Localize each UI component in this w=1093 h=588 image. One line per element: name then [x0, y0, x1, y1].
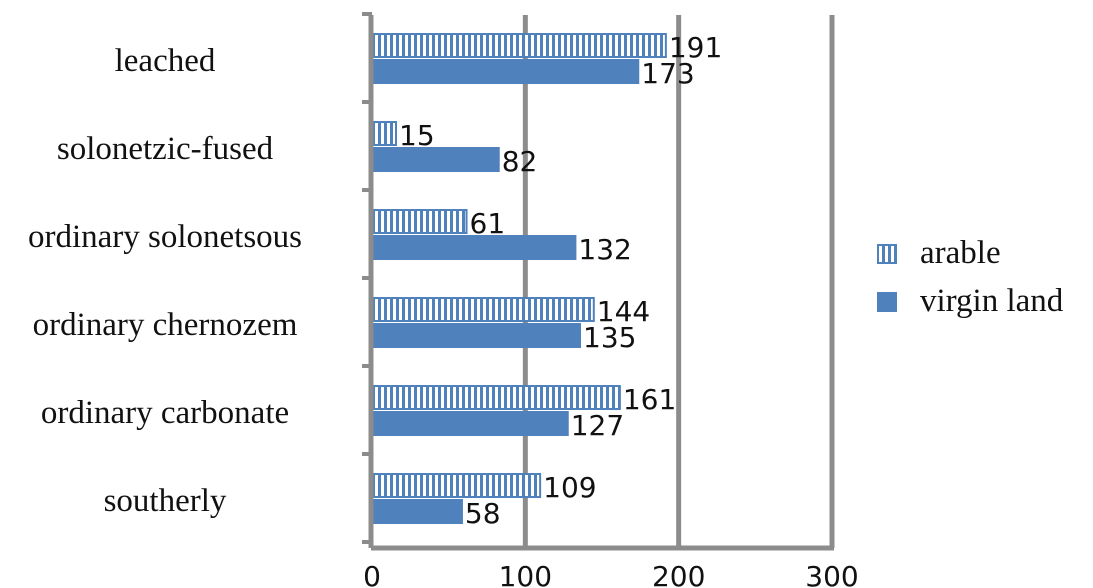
bar-arable — [372, 297, 595, 322]
category-label: leached — [115, 43, 216, 79]
data-label: 127 — [571, 409, 624, 442]
axes — [362, 12, 834, 551]
legend-label: arable — [920, 235, 1001, 271]
x-tick-label: 100 — [499, 560, 552, 588]
category-label: ordinary solonetsous — [28, 219, 302, 255]
data-label: 173 — [641, 57, 694, 90]
bar-virgin-land — [372, 499, 463, 524]
category-label: southerly — [104, 483, 227, 519]
bar-virgin-land — [372, 59, 640, 84]
bars — [372, 33, 667, 524]
category-label: ordinary chernozem — [33, 307, 298, 343]
data-label: 15 — [399, 119, 435, 152]
bar-virgin-land — [372, 147, 500, 172]
data-label: 109 — [543, 471, 596, 504]
legend: arable virgin land — [877, 235, 1064, 319]
bar-arable — [372, 121, 397, 146]
data-label: 144 — [597, 295, 650, 328]
bar-arable — [372, 473, 542, 498]
category-label: ordinary carbonate — [41, 395, 289, 431]
legend-swatch — [877, 244, 897, 264]
bar-virgin-land — [372, 323, 581, 348]
legend-swatch — [877, 292, 897, 312]
bar-arable — [372, 33, 667, 58]
category-label: solonetzic-fused — [57, 131, 274, 167]
legend-label: virgin land — [920, 283, 1064, 319]
data-label: 58 — [465, 497, 501, 530]
data-label: 132 — [578, 233, 631, 266]
bar-arable — [372, 209, 468, 234]
data-label: 161 — [623, 383, 676, 416]
bar-arable — [372, 385, 621, 410]
x-tick-label: 200 — [652, 560, 705, 588]
grid-lines — [522, 15, 835, 548]
x-tick-label: 300 — [805, 560, 858, 588]
data-label: 61 — [470, 207, 506, 240]
data-label: 191 — [669, 31, 722, 64]
x-tick-label: 0 — [363, 560, 381, 588]
data-label: 82 — [502, 145, 538, 178]
bar-virgin-land — [372, 411, 569, 436]
data-label: 135 — [583, 321, 636, 354]
